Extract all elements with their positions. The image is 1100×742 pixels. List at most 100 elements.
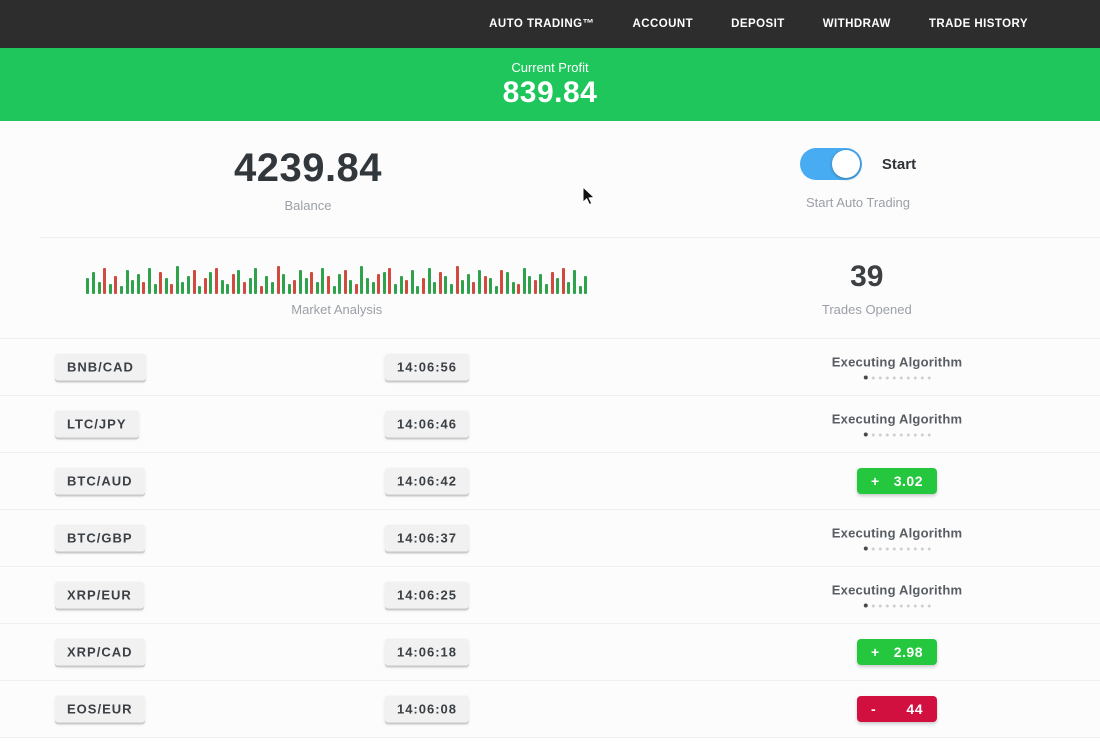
trades-list: BNB/CAD 14:06:56 Executing Algorithm LTC…	[0, 338, 1100, 738]
pair-badge[interactable]: BNB/CAD	[55, 353, 146, 381]
chart-bar	[388, 267, 392, 294]
market-analysis-label: Market Analysis	[291, 301, 383, 317]
profit-banner: Current Profit 839.84	[0, 48, 1100, 121]
trades-opened-value: 39	[850, 259, 884, 293]
progress-dots	[832, 432, 962, 437]
nav-item-trade-history[interactable]: TRADE HISTORY	[928, 18, 1028, 30]
chart-bar	[382, 271, 386, 294]
pair-badge[interactable]: BTC/AUD	[55, 467, 145, 495]
trade-status-cell: +2.98	[857, 639, 937, 665]
chart-bar	[472, 281, 476, 294]
pair-badge[interactable]: XRP/EUR	[55, 581, 144, 609]
chart-bar	[298, 269, 302, 294]
time-badge[interactable]: 14:06:46	[384, 410, 470, 438]
chart-bar	[422, 277, 425, 294]
progress-dots	[832, 375, 962, 380]
chart-bar	[338, 273, 342, 294]
chart-bar	[433, 281, 437, 294]
chart-bar	[220, 279, 224, 294]
chart-bar	[231, 273, 235, 294]
chart-bar	[209, 271, 213, 294]
chart-bar	[427, 267, 431, 294]
chart-bar	[444, 275, 448, 294]
chart-bar	[533, 279, 537, 294]
stats-row-balance: 4239.84 Balance Start Start Auto Trading	[0, 121, 1100, 237]
chart-bar	[164, 277, 168, 294]
chart-bar	[522, 267, 526, 294]
chart-bar	[466, 273, 470, 294]
trade-status-cell: -44	[857, 696, 937, 722]
chart-bar	[175, 265, 179, 294]
chart-bar	[494, 285, 498, 294]
chart-bar	[360, 265, 364, 294]
current-profit-label: Current Profit	[511, 59, 589, 75]
chart-bar	[545, 283, 549, 294]
chart-bar	[91, 271, 95, 294]
time-badge[interactable]: 14:06:42	[384, 467, 470, 495]
chart-bar	[287, 283, 291, 294]
chart-bar	[170, 283, 174, 294]
trade-status-cell: Executing Algorithm	[832, 355, 962, 380]
trade-result-badge: +3.02	[857, 468, 937, 494]
chart-bar	[125, 269, 129, 294]
chart-bar	[97, 281, 101, 294]
nav-item-auto-trading[interactable]: AUTO TRADING™	[489, 18, 595, 30]
main-content: 4239.84 Balance Start Start Auto Trading…	[0, 121, 1100, 738]
time-badge[interactable]: 14:06:56	[384, 353, 470, 381]
chart-bar	[119, 285, 123, 294]
chart-bar	[500, 269, 504, 294]
time-badge[interactable]: 14:06:18	[384, 638, 470, 666]
progress-dots	[832, 546, 962, 551]
time-badge[interactable]: 14:06:37	[384, 524, 470, 552]
chart-bar	[573, 269, 577, 294]
chart-bar	[332, 285, 336, 294]
trade-row: BTC/GBP 14:06:37 Executing Algorithm	[0, 510, 1100, 567]
balance-block: 4239.84 Balance	[0, 121, 616, 237]
progress-dots	[832, 603, 962, 608]
pair-badge[interactable]: LTC/JPY	[55, 410, 139, 438]
chart-bar	[461, 279, 465, 294]
chart-bar	[136, 273, 140, 294]
chart-bar	[343, 269, 347, 294]
chart-bar	[310, 271, 314, 294]
executing-algorithm-label: Executing Algorithm	[831, 354, 963, 370]
chart-bar	[326, 275, 330, 294]
nav-item-deposit[interactable]: DEPOSIT	[731, 18, 785, 30]
chart-bar	[215, 267, 219, 294]
chart-bar	[226, 283, 230, 294]
chart-bar	[455, 265, 459, 294]
pair-badge[interactable]: XRP/CAD	[55, 638, 145, 666]
chart-bar	[561, 267, 565, 294]
chart-bar	[187, 275, 191, 294]
chart-bar	[483, 275, 487, 294]
chart-bar	[181, 281, 185, 294]
nav-item-account[interactable]: ACCOUNT	[632, 18, 694, 30]
nav-item-withdraw[interactable]: WITHDRAW	[822, 18, 891, 30]
pair-badge[interactable]: EOS/EUR	[55, 695, 145, 723]
chart-bar	[584, 275, 588, 294]
chart-bar	[578, 285, 582, 294]
chart-bar	[405, 279, 409, 294]
time-badge[interactable]: 14:06:08	[384, 695, 470, 723]
trade-result-badge: -44	[857, 696, 937, 722]
chart-bar	[237, 269, 241, 294]
executing-algorithm-label: Executing Algorithm	[831, 582, 963, 598]
chart-bar	[489, 277, 493, 294]
stats-row-market: Market Analysis 39 Trades Opened	[40, 237, 1100, 338]
executing-algorithm-label: Executing Algorithm	[831, 525, 963, 541]
chart-bar	[131, 279, 135, 294]
trade-status-cell: Executing Algorithm	[832, 526, 962, 551]
chart-bar	[192, 269, 196, 294]
chart-bar	[198, 285, 202, 294]
chart-bar	[550, 271, 554, 294]
chart-bar	[265, 275, 269, 294]
pair-badge[interactable]: BTC/GBP	[55, 524, 145, 552]
chart-bar	[449, 283, 453, 294]
trade-status-cell: Executing Algorithm	[832, 583, 962, 608]
chart-bar	[142, 281, 146, 294]
chart-bar	[377, 273, 381, 294]
auto-trading-toggle[interactable]	[799, 148, 862, 180]
chart-bar	[259, 285, 263, 294]
time-badge[interactable]: 14:06:25	[384, 581, 470, 609]
